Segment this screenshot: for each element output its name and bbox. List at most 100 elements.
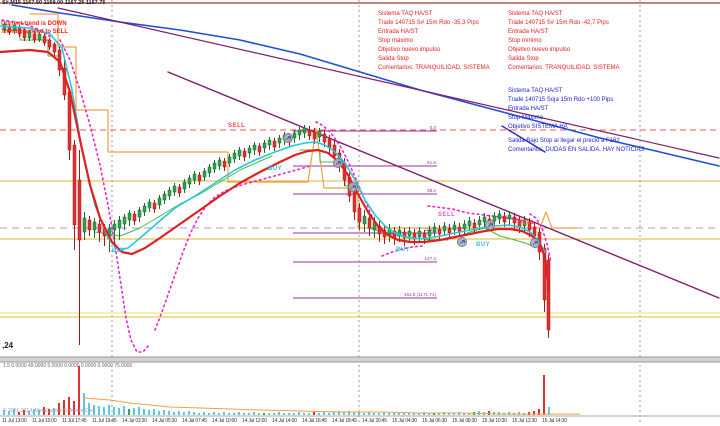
- volume-bar: [78, 366, 80, 415]
- buy-label: BUY: [396, 247, 410, 253]
- volume-bar: [538, 409, 540, 415]
- candle: [242, 150, 247, 158]
- trade-note-1[interactable]: Sistema TAQ HA/ST Trade 140715 S# 15m Rd…: [378, 10, 518, 73]
- pane-indicator-line: [83, 397, 581, 415]
- volume-bar: [193, 412, 195, 415]
- note-line: Entrada HA/ST: [378, 29, 419, 35]
- note-line: Comentarios: DUDAS EN SALIDA. HAY NOTICI…: [508, 147, 645, 153]
- volume-bar: [178, 411, 180, 415]
- volume-bar: [533, 411, 535, 415]
- candle: [152, 202, 157, 210]
- time-axis-label: 14 Jul 12:00: [242, 418, 267, 424]
- time-axis-label: 15 Jul 06:30: [422, 418, 447, 424]
- candle: [442, 225, 447, 232]
- candle: [167, 189, 172, 197]
- volume-bar: [138, 407, 140, 415]
- volume-bar: [58, 403, 60, 415]
- trade-note-2[interactable]: Sistema TAQ HA/ST Trade 140715 S# 15m Rd…: [508, 10, 648, 73]
- candle: [172, 185, 177, 193]
- candle: [427, 229, 432, 237]
- candle: [92, 221, 97, 231]
- candle: [317, 130, 322, 138]
- volume-bar: [288, 413, 290, 415]
- fib-label: 0.0: [430, 125, 437, 130]
- candle: [257, 145, 262, 153]
- time-axis-label: 14 Jul 20:45: [362, 418, 387, 424]
- volume-bar: [148, 410, 150, 415]
- time-axis-label: 14 Jul 10:00: [212, 418, 237, 424]
- note-line: Objetivo SISTEMA HA: [508, 124, 568, 130]
- note-line: Comentarios: TRANQUILIDAD. SISTEMA: [508, 65, 620, 71]
- volume-bar: [133, 408, 135, 415]
- volume-bar: [48, 409, 50, 415]
- volume-bar: [393, 413, 395, 415]
- volume-bar: [18, 412, 20, 415]
- candle: [247, 147, 252, 154]
- volume-bar: [408, 413, 410, 415]
- volume-bar: [233, 413, 235, 415]
- volume-bar: [463, 413, 465, 415]
- fib-label: 100.0: [425, 227, 437, 232]
- volume-bar: [283, 413, 285, 415]
- corner-price-fragment: ,24: [2, 341, 14, 350]
- volume-bar: [293, 413, 295, 415]
- candle: [27, 31, 32, 39]
- candle: [182, 181, 187, 190]
- buy-label: BUY: [268, 166, 282, 172]
- sell-label: SELL: [438, 212, 455, 218]
- volume-bar: [303, 413, 305, 415]
- trade-note-3-exit[interactable]: Salida Bajo Stop al llegar el precio a F…: [508, 137, 648, 155]
- trade-arrow-icon: [285, 136, 291, 140]
- candle: [137, 209, 142, 218]
- volume-bar: [158, 411, 160, 415]
- candle: [72, 144, 77, 226]
- candle: [157, 197, 162, 206]
- volume-bar: [53, 408, 55, 415]
- volume-bar: [28, 411, 30, 415]
- fib-label: 38.2: [427, 188, 436, 193]
- candle: [132, 213, 137, 222]
- volume-bar: [373, 413, 375, 415]
- volume-bar: [268, 413, 270, 415]
- volume-bar: [398, 412, 400, 415]
- candle: [222, 160, 227, 168]
- candle: [312, 131, 317, 140]
- trend-alert-line1: Current trend is DOWN: [1, 21, 67, 27]
- trendline-lower: [167, 71, 720, 299]
- volume-bar: [168, 411, 170, 415]
- volume-bar: [343, 412, 345, 415]
- candle: [217, 159, 222, 167]
- candle: [47, 39, 52, 48]
- volume-bar: [213, 412, 215, 415]
- volume-bar: [108, 405, 110, 415]
- candle: [437, 228, 442, 235]
- candle: [177, 186, 182, 194]
- volume-bar: [333, 412, 335, 415]
- candle: [82, 217, 87, 233]
- candle: [192, 173, 197, 181]
- buy-label: BUY: [112, 248, 126, 254]
- time-axis-label: 14 Jul 18:45: [332, 418, 357, 424]
- volume-bar: [223, 412, 225, 415]
- fib-label: 161.8 (1171.71): [404, 292, 437, 297]
- candle: [452, 224, 457, 231]
- time-axis[interactable]: 11 Jul 13:00 11 Jul 15:00 11 Jul 17:45 11 J…: [0, 418, 720, 426]
- time-axis-label: 15 Jul 10:30: [482, 418, 507, 424]
- volume-bar: [318, 413, 320, 415]
- volume-bar: [8, 411, 10, 415]
- volume-bar: [93, 405, 95, 415]
- candle: [302, 127, 307, 134]
- volume-bar: [218, 413, 220, 415]
- volume-bar: [208, 413, 210, 415]
- volume-bar: [323, 412, 325, 415]
- green-ma-segment: [94, 155, 273, 237]
- candle: [37, 33, 42, 41]
- candle: [67, 91, 72, 151]
- time-axis-label: 11 Jul 17:45: [62, 418, 87, 424]
- volume-bar: [68, 397, 70, 415]
- candle: [362, 215, 367, 225]
- time-axis-label: 14 Jul 05:30: [152, 418, 177, 424]
- trade-note-3[interactable]: Sistema TAQ HA/ST Trade 140715 Soja 15m …: [508, 87, 648, 132]
